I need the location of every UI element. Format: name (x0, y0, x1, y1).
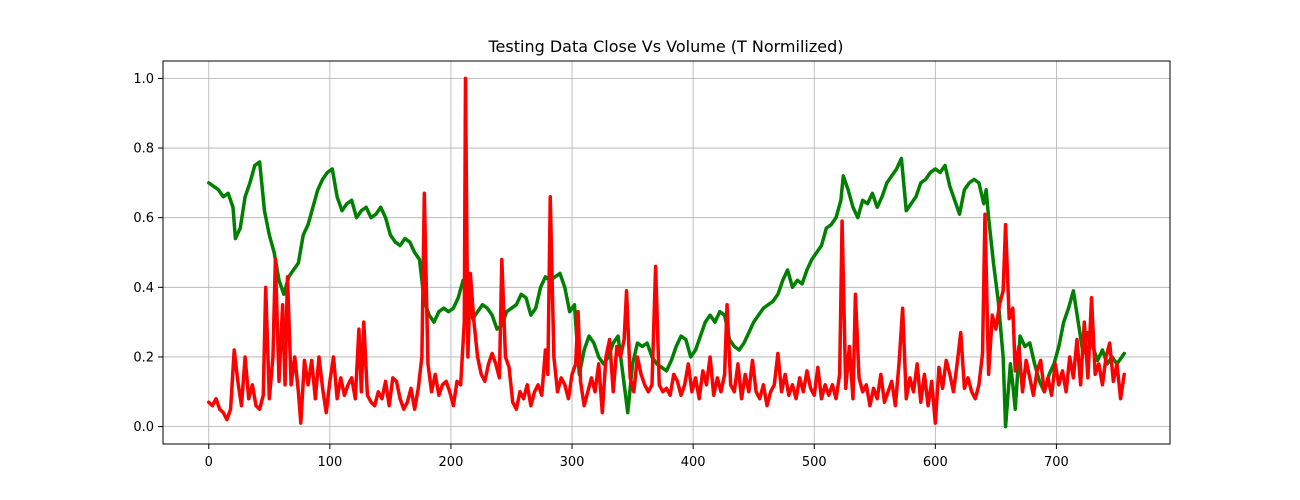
chart-title: Testing Data Close Vs Volume (T Normiliz… (488, 37, 844, 56)
y-tick-label: 0.0 (133, 420, 154, 435)
x-tick-label: 100 (317, 455, 342, 470)
x-tick-label: 500 (802, 455, 827, 470)
x-tick-label: 400 (681, 455, 706, 470)
x-tick-label: 0 (205, 455, 213, 470)
y-tick-label: 0.8 (133, 142, 154, 157)
x-tick-label: 200 (439, 455, 464, 470)
red-series-line (207, 76, 1126, 425)
y-tick-label: 1.0 (133, 72, 154, 87)
plot-frame (162, 60, 1171, 445)
y-axis-ticks: 0.0 0.2 0.4 0.6 0.8 1.0 (133, 72, 163, 435)
y-tick-label: 0.4 (133, 281, 154, 296)
x-tick-label: 600 (923, 455, 948, 470)
series-lines (207, 76, 1126, 429)
y-tick-label: 0.2 (133, 350, 154, 365)
y-tick-label: 0.6 (133, 211, 154, 226)
green-series-line (207, 156, 1126, 429)
x-tick-label: 700 (1044, 455, 1069, 470)
x-axis-ticks: 0 100 200 300 400 500 600 700 (205, 444, 1069, 470)
x-tick-label: 300 (560, 455, 585, 470)
